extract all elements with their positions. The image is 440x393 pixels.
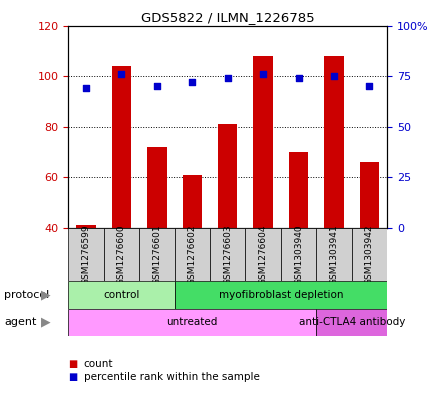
Text: GSM1276604: GSM1276604 bbox=[259, 224, 268, 285]
Text: ■: ■ bbox=[68, 372, 77, 382]
Bar bbox=[183, 175, 202, 228]
Text: GSM1276599: GSM1276599 bbox=[81, 224, 91, 285]
Text: anti-CTLA4 antibody: anti-CTLA4 antibody bbox=[299, 317, 405, 327]
Bar bbox=[210, 228, 246, 281]
Bar bbox=[324, 56, 344, 228]
Point bbox=[189, 79, 196, 85]
Point bbox=[224, 75, 231, 81]
Text: percentile rank within the sample: percentile rank within the sample bbox=[84, 372, 260, 382]
Text: agent: agent bbox=[4, 317, 37, 327]
Bar bbox=[175, 281, 387, 309]
Text: protocol: protocol bbox=[4, 290, 50, 300]
Bar bbox=[281, 228, 316, 281]
Text: count: count bbox=[84, 358, 113, 369]
Text: GSM1276602: GSM1276602 bbox=[188, 224, 197, 285]
Bar bbox=[316, 228, 352, 281]
Point bbox=[82, 85, 89, 92]
Bar bbox=[68, 281, 175, 309]
Bar bbox=[253, 56, 273, 228]
Bar bbox=[104, 228, 139, 281]
Text: GSM1276603: GSM1276603 bbox=[223, 224, 232, 285]
Text: GSM1276600: GSM1276600 bbox=[117, 224, 126, 285]
Point bbox=[366, 83, 373, 89]
Text: ▶: ▶ bbox=[41, 316, 51, 329]
Bar bbox=[218, 124, 238, 228]
Text: ▶: ▶ bbox=[41, 288, 51, 301]
Bar bbox=[360, 162, 379, 228]
Title: GDS5822 / ILMN_1226785: GDS5822 / ILMN_1226785 bbox=[141, 11, 315, 24]
Bar bbox=[352, 228, 387, 281]
Point bbox=[153, 83, 160, 89]
Text: GSM1303941: GSM1303941 bbox=[330, 224, 338, 285]
Bar bbox=[316, 309, 387, 336]
Text: myofibroblast depletion: myofibroblast depletion bbox=[219, 290, 343, 300]
Bar bbox=[289, 152, 308, 228]
Point bbox=[118, 71, 125, 77]
Bar bbox=[112, 66, 131, 228]
Text: GSM1303942: GSM1303942 bbox=[365, 224, 374, 285]
Point bbox=[260, 71, 267, 77]
Bar bbox=[76, 226, 95, 228]
Bar bbox=[246, 228, 281, 281]
Text: untreated: untreated bbox=[167, 317, 218, 327]
Text: GSM1303940: GSM1303940 bbox=[294, 224, 303, 285]
Text: control: control bbox=[103, 290, 139, 300]
Bar bbox=[68, 228, 104, 281]
Text: GSM1276601: GSM1276601 bbox=[152, 224, 161, 285]
Bar bbox=[68, 309, 316, 336]
Bar bbox=[139, 228, 175, 281]
Bar bbox=[147, 147, 167, 228]
Bar bbox=[175, 228, 210, 281]
Point bbox=[295, 75, 302, 81]
Text: ■: ■ bbox=[68, 358, 77, 369]
Point bbox=[330, 73, 337, 79]
